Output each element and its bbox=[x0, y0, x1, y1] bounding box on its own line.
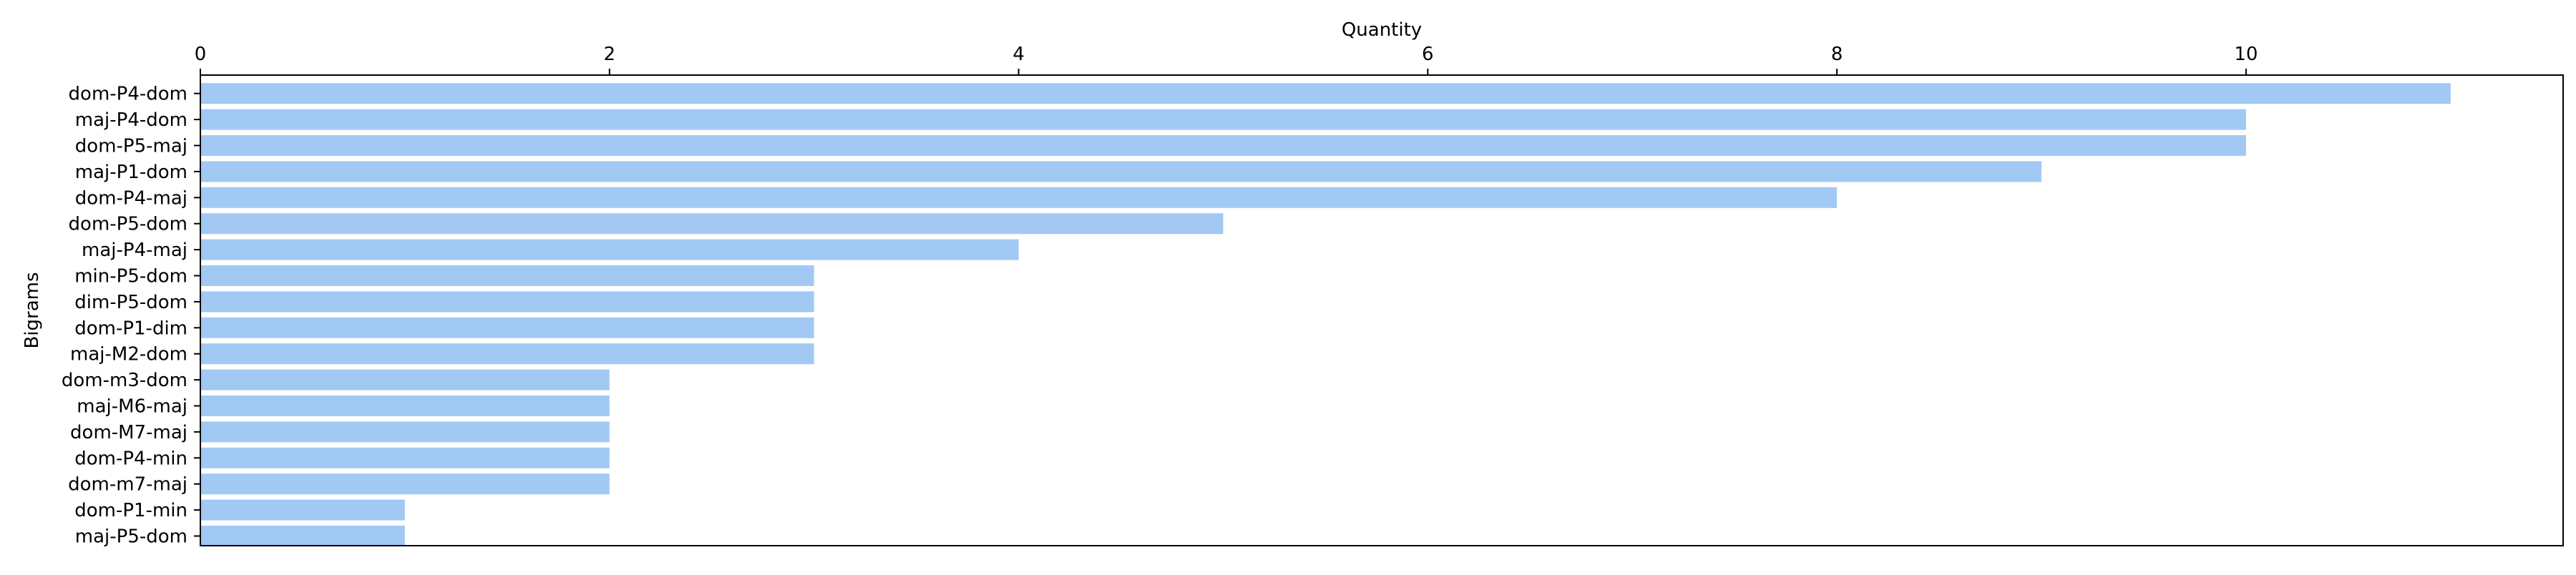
y-tick-label: maj-P4-maj bbox=[82, 240, 187, 261]
y-tick-label: dom-m3-dom bbox=[62, 370, 187, 391]
bar-dom-P5-dom bbox=[200, 213, 1224, 235]
bar-dom-P4-min bbox=[200, 447, 610, 468]
y-tick-label: dom-P1-min bbox=[74, 500, 187, 521]
y-tick-label: dom-P4-maj bbox=[75, 187, 187, 209]
x-tick-label: 6 bbox=[1422, 44, 1434, 65]
y-tick-label: maj-P5-dom bbox=[75, 526, 187, 548]
bar-maj-P4-maj bbox=[200, 239, 1019, 260]
y-axis-label: Bigrams bbox=[21, 272, 43, 348]
y-tick-label: min-P5-dom bbox=[74, 266, 187, 288]
y-axis-ticks: dom-P4-dom maj-P4-dom dom-P5-maj maj-P1-dom… bbox=[62, 84, 200, 548]
bar-dom-m3-dom bbox=[200, 369, 610, 390]
bar-dom-P5-maj bbox=[200, 135, 2246, 156]
y-tick-label: maj-P4-dom bbox=[75, 109, 187, 131]
x-tick-label: 8 bbox=[1831, 44, 1843, 65]
plot-frame bbox=[200, 74, 2564, 546]
y-tick-label: dom-m7-maj bbox=[68, 474, 187, 496]
y-tick-label: dom-P1-dim bbox=[74, 318, 187, 339]
bar-dom-P4-dom bbox=[200, 83, 2451, 104]
y-tick-label: dom-P4-dom bbox=[69, 84, 187, 105]
bars-group bbox=[200, 83, 2451, 546]
bar-maj-P1-dom bbox=[200, 161, 2041, 182]
bar-dom-m7-maj bbox=[200, 473, 610, 495]
bar-dom-M7-maj bbox=[200, 421, 610, 443]
y-tick-label: dom-P5-dom bbox=[69, 214, 187, 235]
y-tick-label: dom-P4-min bbox=[74, 448, 187, 469]
x-axis-label: Quantity bbox=[1342, 19, 1422, 41]
y-tick-label: maj-M2-dom bbox=[70, 344, 187, 365]
bar-min-P5-dom bbox=[200, 265, 814, 286]
bar-maj-P5-dom bbox=[200, 526, 405, 546]
y-tick-label: dom-P5-maj bbox=[75, 136, 187, 157]
bar-dom-P4-maj bbox=[200, 187, 1838, 208]
y-tick-label: dom-M7-maj bbox=[70, 422, 187, 443]
bar-dom-P1-dim bbox=[200, 317, 814, 338]
x-tick-label: 4 bbox=[1013, 44, 1025, 65]
bar-maj-M2-dom bbox=[200, 343, 814, 365]
x-tick-label: 10 bbox=[2234, 44, 2258, 65]
bar-maj-M6-maj bbox=[200, 395, 610, 416]
y-tick-label: maj-P1-dom bbox=[75, 162, 187, 183]
bar-dim-P5-dom bbox=[200, 291, 814, 313]
y-tick-label: maj-M6-maj bbox=[77, 396, 187, 418]
x-tick-label: 2 bbox=[604, 44, 616, 65]
x-tick-label: 0 bbox=[195, 44, 207, 65]
bar-dom-P1-min bbox=[200, 499, 405, 521]
x-axis-ticks: 0 2 4 6 8 10 bbox=[195, 44, 2258, 75]
bar-maj-P4-dom bbox=[200, 109, 2246, 130]
y-tick-label: dim-P5-dom bbox=[74, 292, 187, 313]
